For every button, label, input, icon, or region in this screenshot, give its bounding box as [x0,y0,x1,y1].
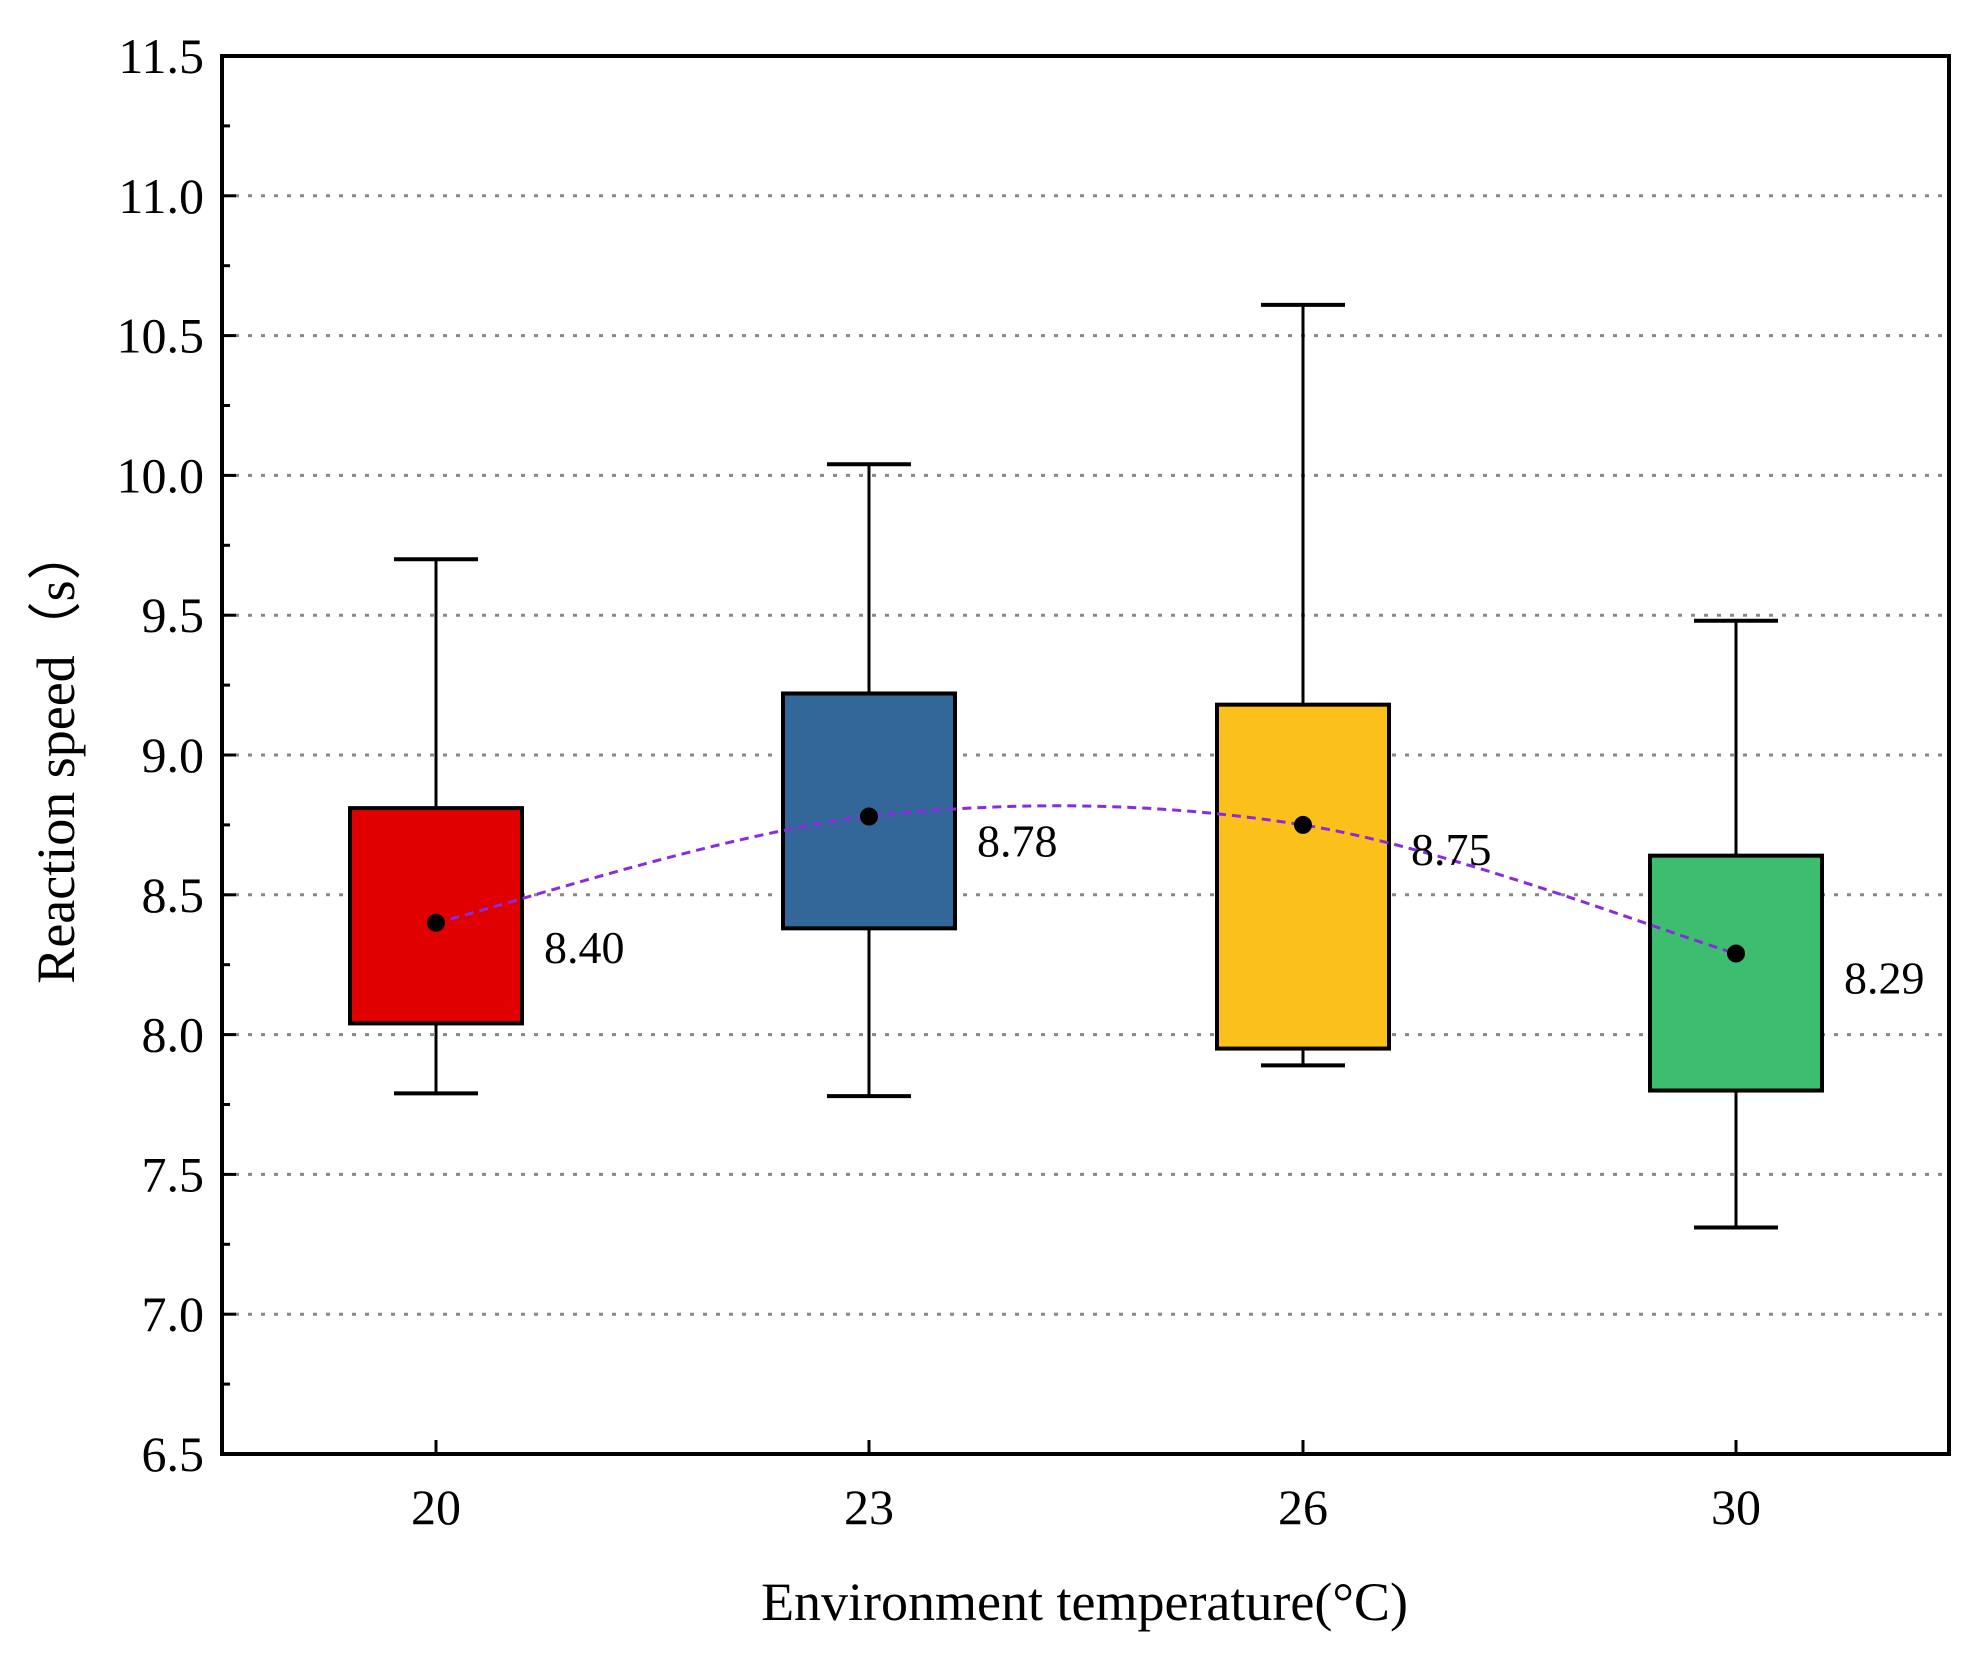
y-tick-label: 8.5 [142,867,205,923]
y-tick-label: 9.0 [142,727,205,783]
axes: 6.5 7.0 7.5 8.0 8.5 9.0 9.5 10.0 10.5 11.0 11.5 20 2… [117,28,1951,1535]
x-tick-label: 20 [411,1479,461,1535]
box-group-23 [781,462,957,1099]
plot-frame [220,54,1951,1456]
box-group-30 [1648,618,1824,1230]
y-tick-label: 6.5 [142,1426,205,1482]
mean-point [1727,944,1745,963]
mean-value-label: 8.75 [1411,824,1492,875]
mean-point [860,807,878,826]
box-group-20 [348,557,524,1096]
y-tick-label: 7.5 [142,1146,205,1202]
mean-point [427,913,445,932]
mean-trend-line [435,804,1737,955]
y-tick-label: 11.5 [118,28,204,84]
x-tick-label: 30 [1711,1479,1761,1535]
x-tick-label: 26 [1278,1479,1328,1535]
y-tick-label: 10.0 [117,447,205,503]
y-tick-label: 8.0 [142,1007,205,1063]
box-group-26 [1215,302,1391,1068]
gridlines [222,194,1949,1316]
mean-value-label: 8.78 [977,816,1058,867]
y-axis-title: Reaction speed（s） [26,526,86,983]
y-tick-label: 10.5 [117,308,205,364]
boxes [348,302,1824,1230]
x-axis-title: Environment temperature(°C) [761,1572,1408,1632]
mean-value-label: 8.40 [544,922,625,973]
mean-line-layer: 8.40 8.78 8.75 8.29 [427,804,1925,1004]
box-rect [1215,702,1391,1051]
x-tick-label: 23 [844,1479,894,1535]
mean-value-label: 8.29 [1844,953,1925,1004]
mean-point [1294,815,1312,834]
y-tick-label: 11.0 [118,168,204,224]
y-tick-label: 9.5 [142,587,205,643]
y-tick-label: 7.0 [142,1286,205,1342]
box-rect [1648,853,1824,1093]
